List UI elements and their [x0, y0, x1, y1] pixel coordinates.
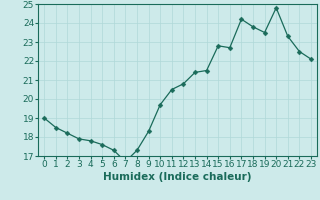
X-axis label: Humidex (Indice chaleur): Humidex (Indice chaleur)	[103, 172, 252, 182]
